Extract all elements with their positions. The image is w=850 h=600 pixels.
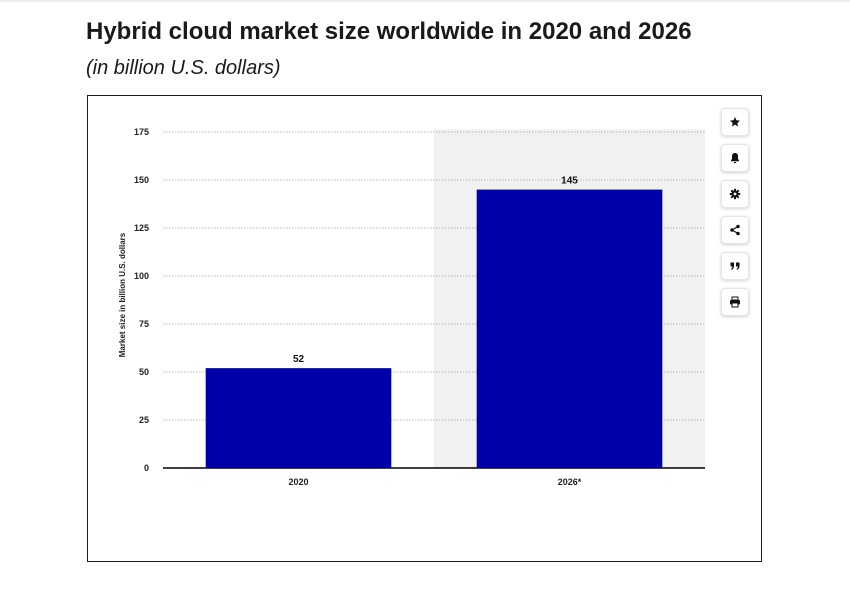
chart-title: Hybrid cloud market size worldwide in 20…	[86, 18, 692, 45]
bar-value-label: 145	[561, 176, 578, 187]
y-tick-label: 125	[134, 223, 149, 233]
bar	[205, 368, 392, 468]
share-icon	[730, 224, 740, 236]
y-tick-label: 50	[139, 367, 149, 377]
bell-icon	[731, 153, 739, 164]
y-tick-label: 175	[134, 127, 149, 137]
cite-button[interactable]	[721, 252, 749, 280]
chart-container: 0 25 50 75 100 125 150 175 52 2020 145 2026* Market …	[87, 95, 762, 562]
y-axis-title: Market size in billion U.S. dollars	[118, 232, 127, 357]
y-tick-label: 25	[139, 415, 149, 425]
print-icon	[730, 296, 740, 308]
bar-chart: 0 25 50 75 100 125 150 175 52 2020 145 2026* Market …	[118, 127, 705, 487]
star-icon	[730, 117, 740, 127]
top-divider	[0, 0, 850, 2]
x-tick-label: 2026*	[558, 477, 582, 487]
quote-icon	[730, 262, 740, 270]
print-button[interactable]	[721, 288, 749, 316]
settings-button[interactable]	[721, 180, 749, 208]
notification-button[interactable]	[721, 144, 749, 172]
favorite-button[interactable]	[721, 108, 749, 136]
gear-icon	[729, 188, 741, 200]
share-button[interactable]	[721, 216, 749, 244]
y-tick-label: 100	[134, 271, 149, 281]
y-tick-label: 0	[144, 463, 149, 473]
y-tick-label: 75	[139, 319, 149, 329]
chart-subtitle: (in billion U.S. dollars)	[86, 57, 281, 79]
x-tick-label: 2020	[288, 477, 308, 487]
bar-value-label: 52	[293, 354, 305, 365]
y-tick-label: 150	[134, 175, 149, 185]
bar	[476, 189, 663, 468]
chart-toolbar	[721, 108, 749, 324]
